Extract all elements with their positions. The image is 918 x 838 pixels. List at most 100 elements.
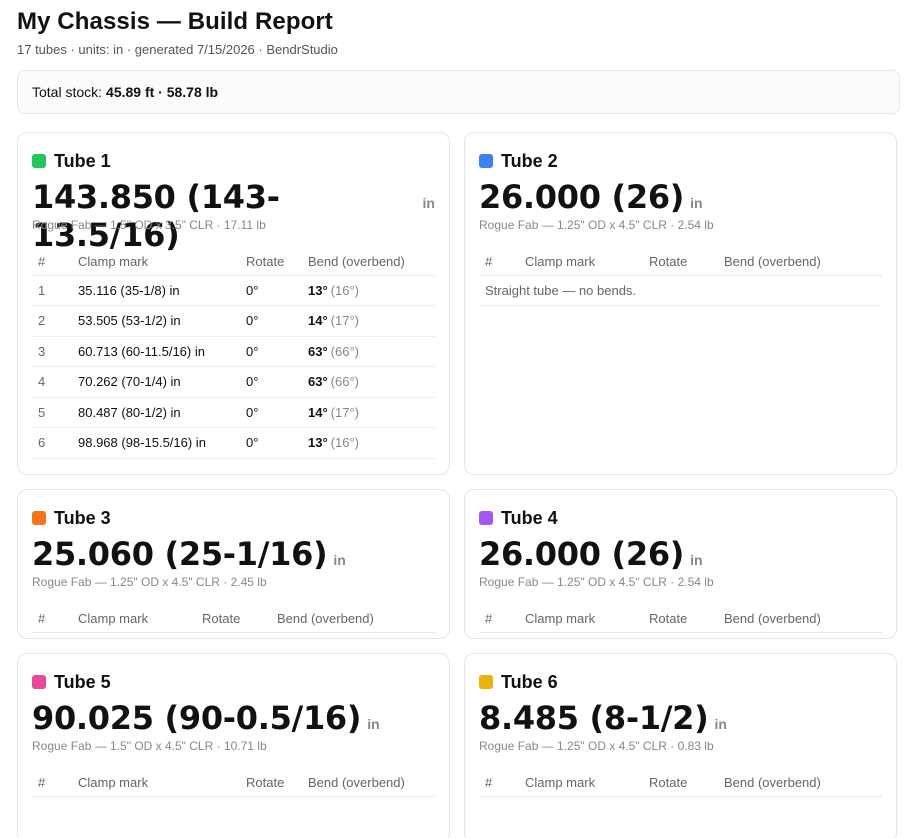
tube-length-value: 90.025 (90-0.5/16) bbox=[32, 699, 362, 737]
bend-table: # Clamp mark Rotate Bend (overbend) Stra… bbox=[479, 605, 882, 638]
bend-table-header: # Clamp mark Rotate Bend (overbend) bbox=[479, 605, 882, 633]
bend-cell: 13° (16°) bbox=[302, 427, 435, 459]
tube-length: 143.850 (143-13.5/16) in bbox=[32, 178, 435, 254]
bend-table: # Clamp mark Rotate Bend (overbend) Stra… bbox=[32, 605, 435, 638]
tube-header: Tube 1 bbox=[32, 151, 435, 171]
table-row: 2 53.505 (53-1/2) in 0° 14° (17°) bbox=[32, 305, 435, 337]
col-clamp: Clamp mark bbox=[519, 769, 643, 797]
col-bend: Bend (overbend) bbox=[302, 769, 435, 797]
bend-cell: 14° (17°) bbox=[302, 397, 435, 428]
empty-message: Straight tube — no bends. bbox=[32, 632, 435, 638]
bend-table-body: 1 35.116 (35-1/8) in 0° 13° (16°) 2 53.505 (53… bbox=[32, 275, 435, 459]
rotate-value: 0° bbox=[240, 427, 302, 459]
col-rotate: Rotate bbox=[240, 248, 302, 276]
clamp-mark: 35.116 (35-1/8) in bbox=[72, 275, 240, 306]
col-idx: # bbox=[32, 248, 72, 276]
col-bend: Bend (overbend) bbox=[718, 248, 882, 276]
col-idx: # bbox=[479, 605, 519, 633]
tube-name: Tube 3 bbox=[54, 507, 111, 528]
tube-card: Tube 6 8.485 (8-1/2) in Rogue Fab — 1.25… bbox=[464, 653, 897, 838]
overbend-angle: (16°) bbox=[330, 435, 359, 451]
tube-spec: Rogue Fab — 1.25" OD x 4.5" CLR · 2.54 l… bbox=[479, 218, 714, 232]
tube-length-unit: in bbox=[690, 195, 703, 211]
clamp-mark: 98.968 (98-15.5/16) in bbox=[72, 427, 240, 459]
col-clamp: Clamp mark bbox=[72, 248, 240, 276]
page-subtitle: 17 tubes · units: in · generated 7/15/20… bbox=[17, 42, 338, 57]
tube-length-unit: in bbox=[367, 716, 380, 732]
tube-header: Tube 2 bbox=[479, 151, 882, 171]
tube-header: Tube 5 bbox=[32, 672, 435, 692]
stock-value: 45.89 ft · 58.78 lb bbox=[106, 84, 219, 100]
table-row: 4 70.262 (70-1/4) in 0° 63° (66°) bbox=[32, 366, 435, 398]
tube-name: Tube 6 bbox=[501, 671, 558, 692]
bend-angle: 14° bbox=[308, 404, 328, 420]
stock-summary: Total stock: 45.89 ft · 58.78 lb bbox=[17, 70, 900, 114]
tube-header: Tube 6 bbox=[479, 672, 882, 692]
bend-cell: 13° (16°) bbox=[302, 275, 435, 306]
overbend-angle: (16°) bbox=[330, 282, 359, 298]
tube-card: Tube 3 25.060 (25-1/16) in Rogue Fab — 1… bbox=[17, 489, 450, 639]
tube-header: Tube 3 bbox=[32, 508, 435, 528]
clamp-mark: 70.262 (70-1/4) in bbox=[72, 366, 240, 398]
tube-length-value: 8.485 (8-1/2) bbox=[479, 699, 709, 737]
table-row: Straight tube — no bends. bbox=[32, 632, 435, 638]
bend-angle: 63° bbox=[308, 343, 328, 359]
tube-length: 26.000 (26) in bbox=[479, 535, 882, 573]
tube-card: Tube 4 26.000 (26) in Rogue Fab — 1.25" … bbox=[464, 489, 897, 639]
rotate-value: 0° bbox=[240, 305, 302, 337]
bend-table-header: # Clamp mark Rotate Bend (overbend) bbox=[32, 248, 435, 276]
col-idx: # bbox=[32, 769, 72, 797]
tube-spec: Rogue Fab — 1.25" OD x 4.5" CLR · 0.83 l… bbox=[479, 739, 714, 753]
col-idx: # bbox=[32, 605, 72, 633]
tube-length-unit: in bbox=[333, 552, 346, 568]
bend-angle: 13° bbox=[308, 282, 328, 298]
tube-length-unit: in bbox=[690, 552, 703, 568]
tube-length-value: 26.000 (26) bbox=[479, 535, 685, 573]
tube-color-swatch bbox=[479, 675, 493, 689]
tube-length-unit: in bbox=[714, 716, 727, 732]
tube-color-swatch bbox=[32, 154, 46, 168]
tube-length-value: 143.850 (143-13.5/16) bbox=[32, 178, 280, 254]
bend-table: # Clamp mark Rotate Bend (overbend) bbox=[479, 769, 882, 797]
report-header: My Chassis — Build Report 17 tubes · uni… bbox=[17, 0, 900, 57]
clamp-mark: 60.713 (60-11.5/16) in bbox=[72, 336, 240, 367]
col-rotate: Rotate bbox=[643, 605, 718, 633]
rotate-value: 0° bbox=[240, 336, 302, 367]
bend-index: 6 bbox=[32, 427, 72, 459]
overbend-angle: (17°) bbox=[330, 313, 359, 329]
tube-name: Tube 1 bbox=[54, 150, 111, 171]
col-bend: Bend (overbend) bbox=[718, 769, 882, 797]
rotate-value: 0° bbox=[240, 397, 302, 428]
col-rotate: Rotate bbox=[196, 605, 271, 633]
bend-angle: 63° bbox=[308, 374, 328, 390]
table-row: Straight tube — no bends. bbox=[479, 632, 882, 638]
tube-length: 8.485 (8-1/2) in bbox=[479, 699, 882, 737]
tube-length: 90.025 (90-0.5/16) in bbox=[32, 699, 435, 737]
table-row: Straight tube — no bends. bbox=[479, 275, 882, 306]
bend-table: # Clamp mark Rotate Bend (overbend) bbox=[32, 769, 435, 797]
tube-card: Tube 2 26.000 (26) in Rogue Fab — 1.25" … bbox=[464, 132, 897, 475]
overbend-angle: (66°) bbox=[330, 343, 359, 359]
stock-label: Total stock: bbox=[32, 84, 103, 100]
bend-table: # Clamp mark Rotate Bend (overbend) Stra… bbox=[479, 248, 882, 306]
col-bend: Bend (overbend) bbox=[718, 605, 882, 633]
empty-message: Straight tube — no bends. bbox=[479, 632, 882, 638]
tube-spec: Rogue Fab — 1.25" OD x 4.5" CLR · 2.54 l… bbox=[479, 575, 714, 589]
tube-card: Tube 1 143.850 (143-13.5/16) in Rogue Fa… bbox=[17, 132, 450, 475]
col-bend: Bend (overbend) bbox=[302, 248, 435, 276]
tube-color-swatch bbox=[479, 154, 493, 168]
col-clamp: Clamp mark bbox=[519, 605, 643, 633]
tube-length-value: 26.000 (26) bbox=[479, 178, 685, 216]
col-rotate: Rotate bbox=[643, 769, 718, 797]
tube-card: Tube 5 90.025 (90-0.5/16) in Rogue Fab —… bbox=[17, 653, 450, 838]
col-bend: Bend (overbend) bbox=[271, 605, 435, 633]
bend-index: 2 bbox=[32, 305, 72, 337]
table-row: 1 35.116 (35-1/8) in 0° 13° (16°) bbox=[32, 275, 435, 306]
tube-name: Tube 2 bbox=[501, 150, 558, 171]
table-row: 5 80.487 (80-1/2) in 0° 14° (17°) bbox=[32, 397, 435, 428]
tube-header: Tube 4 bbox=[479, 508, 882, 528]
clamp-mark: 53.505 (53-1/2) in bbox=[72, 305, 240, 337]
overbend-angle: (17°) bbox=[330, 404, 359, 420]
col-clamp: Clamp mark bbox=[519, 248, 643, 276]
bend-index: 3 bbox=[32, 336, 72, 367]
